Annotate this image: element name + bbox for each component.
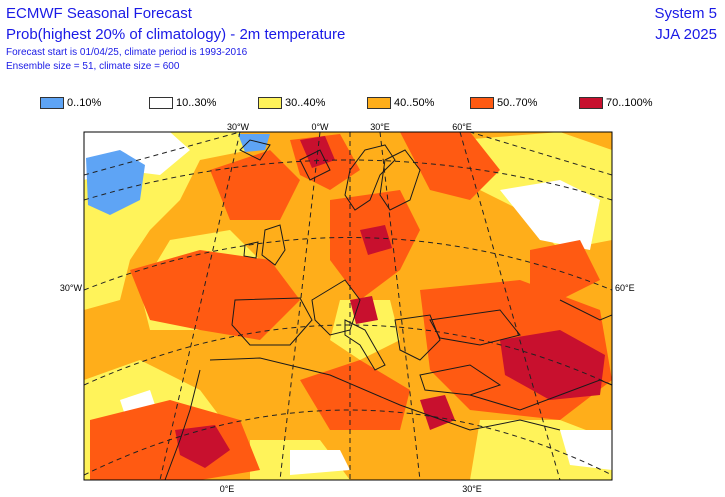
probability-region (90, 400, 260, 480)
axis-label-top-30e: 30°E (370, 122, 390, 132)
probability-region (238, 134, 270, 152)
title-line1: ECMWF Seasonal Forecast (6, 5, 192, 22)
probability-field (84, 132, 612, 480)
probability-region (86, 150, 145, 215)
legend-label: 70..100% (606, 97, 653, 109)
legend-swatch (40, 97, 64, 109)
probability-region (500, 330, 605, 400)
probability-region (175, 425, 230, 468)
legend-label: 30..40% (285, 97, 326, 109)
map-frame (83, 131, 613, 481)
graticule (84, 132, 612, 480)
axis-label-bottom-30e: 30°E (462, 484, 482, 494)
legend-swatch (579, 97, 603, 109)
coastlines (164, 139, 612, 480)
probability-region (500, 180, 600, 250)
probability-region (290, 450, 350, 475)
probability-region (530, 240, 600, 300)
legend-item: 0..10% (40, 96, 101, 110)
probability-region (360, 225, 392, 255)
legend-swatch (470, 97, 494, 109)
axis-label-right-60e: 60°E (615, 283, 635, 293)
legend-swatch (258, 97, 282, 109)
legend: 0..10% 10..30% 30..40% 40..50% 50..70% 7… (40, 96, 710, 110)
axis-label-top-60e: 60°E (452, 122, 472, 132)
probability-region (560, 430, 612, 470)
legend-item: 40..50% (367, 96, 434, 110)
probability-region (300, 360, 410, 430)
legend-swatch (367, 97, 391, 109)
legend-item: 50..70% (470, 96, 537, 110)
axis-label-top-30w: 30°W (227, 122, 250, 132)
ensemble-size-info: Ensemble size = 51, climate size = 600 (6, 61, 180, 72)
legend-swatch (149, 97, 173, 109)
probability-region (350, 296, 378, 324)
legend-item: 30..40% (258, 96, 325, 110)
probability-region (210, 150, 300, 220)
forecast-start-info: Forecast start is 01/04/25, climate peri… (6, 47, 248, 58)
probability-region (130, 250, 300, 340)
system-label: System 5 (654, 5, 717, 22)
axis-label-left-30w: 30°W (60, 283, 83, 293)
axis-label-bottom-0e: 0°E (220, 484, 235, 494)
legend-label: 10..30% (176, 97, 217, 109)
axis-label-top-0: 0°W (311, 122, 329, 132)
legend-item: 10..30% (149, 96, 216, 110)
title-line2: Prob(highest 20% of climatology) - 2m te… (6, 26, 346, 43)
legend-item: 70..100% (579, 96, 652, 110)
legend-label: 40..50% (394, 97, 435, 109)
legend-label: 0..10% (67, 97, 102, 109)
legend-label: 50..70% (497, 97, 538, 109)
season-label: JJA 2025 (655, 26, 717, 43)
